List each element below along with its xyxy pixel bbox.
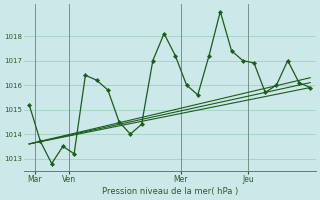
X-axis label: Pression niveau de la mer( hPa ): Pression niveau de la mer( hPa ): [101, 187, 238, 196]
